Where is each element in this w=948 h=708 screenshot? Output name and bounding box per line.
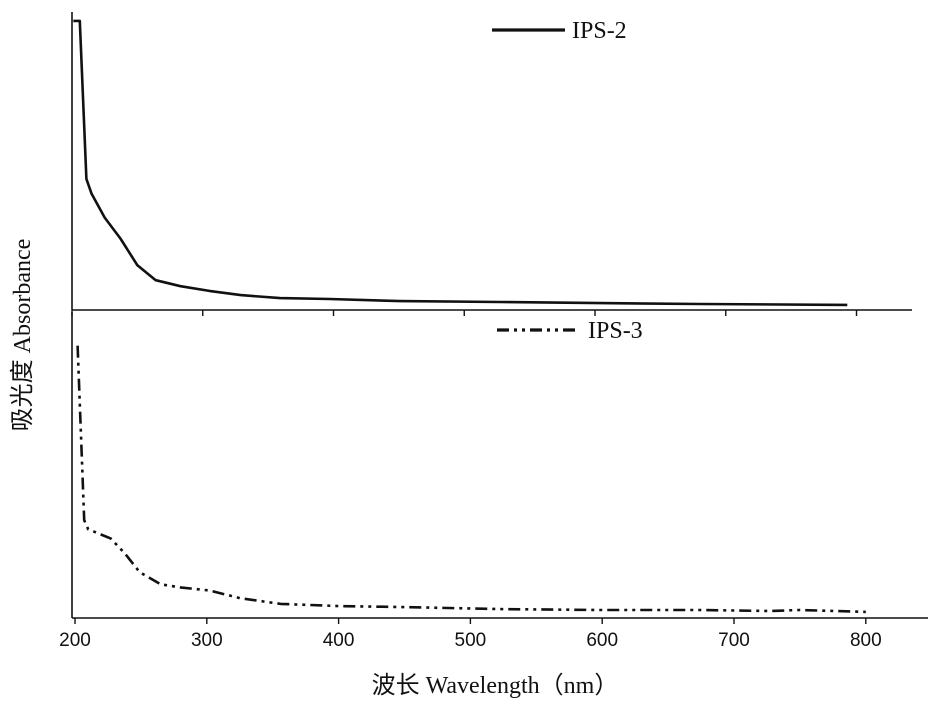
x-tick-label: 400 (323, 630, 355, 651)
panel-ips-3: 200 300 400 500 600 700 800 (59, 312, 928, 651)
legend-label-ips-3: IPS-3 (588, 318, 643, 344)
panel-ips-2 (71, 12, 912, 316)
legend-label-ips-2: IPS-2 (572, 18, 627, 44)
legend-ips-2: IPS-2 (492, 18, 627, 44)
series-line-ips-2 (73, 19, 848, 307)
x-tick-label: 800 (850, 630, 882, 651)
x-tick-label: 600 (586, 630, 618, 651)
x-tick-label: 500 (455, 630, 487, 651)
x-tick-label: 700 (718, 630, 750, 651)
x-axis-title: 波长 Wavelength（nm） (372, 672, 619, 699)
x-tick-label: 200 (59, 630, 91, 651)
legend-ips-3: IPS-3 (497, 318, 643, 344)
series-line-ips-3 (76, 345, 866, 614)
x-tick-label: 300 (191, 630, 223, 651)
y-axis-title: 吸光度 Absorbance (9, 239, 36, 432)
